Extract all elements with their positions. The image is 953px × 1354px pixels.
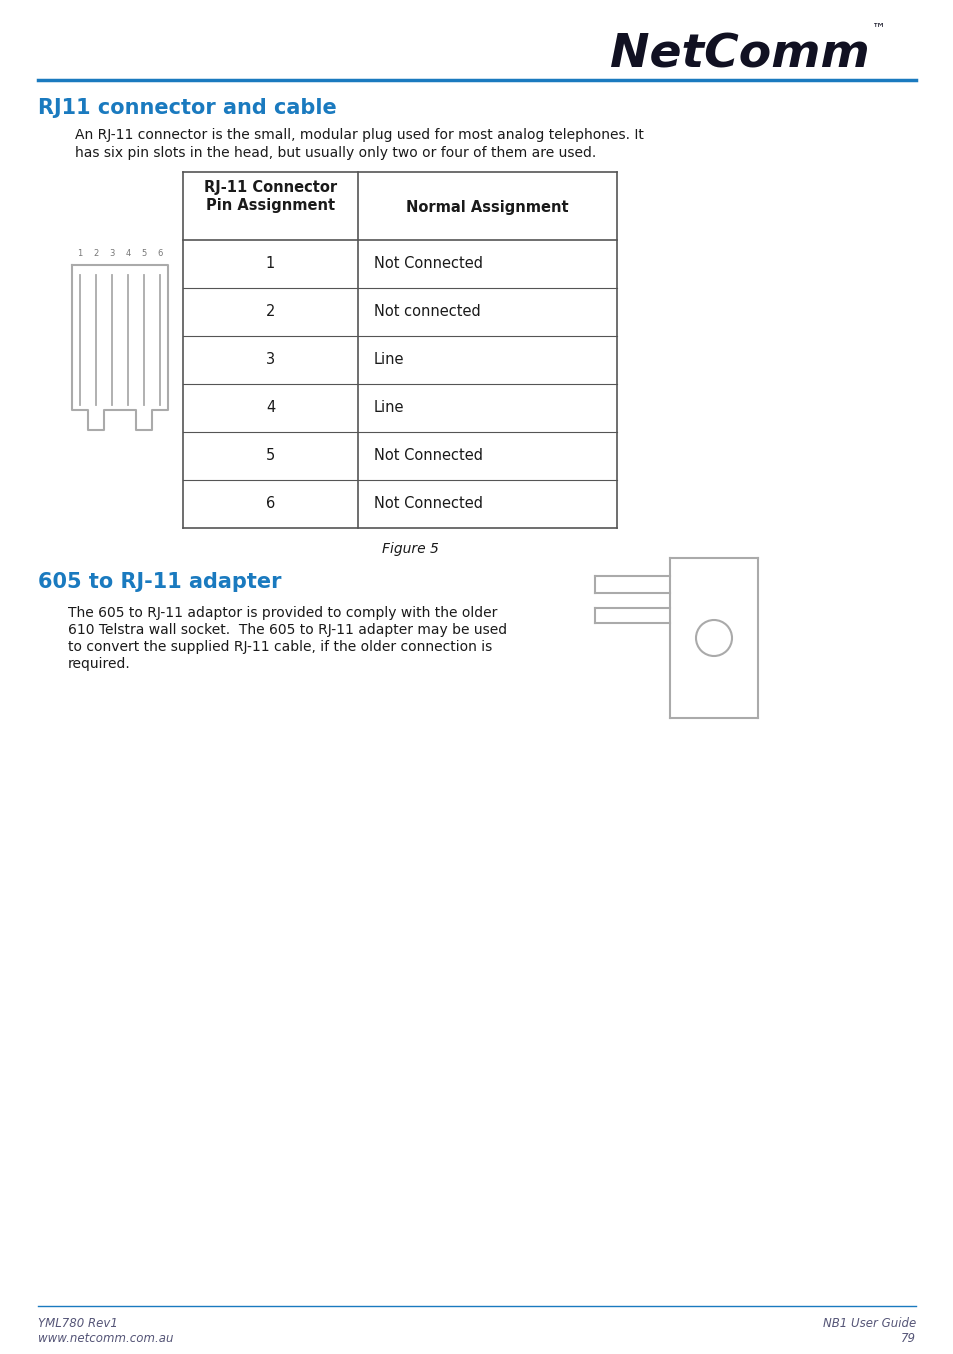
Text: 3: 3 (110, 249, 114, 259)
Text: An RJ-11 connector is the small, modular plug used for most analog telephones. I: An RJ-11 connector is the small, modular… (75, 129, 643, 142)
Text: 6: 6 (266, 497, 274, 512)
Text: Figure 5: Figure 5 (381, 542, 438, 556)
Text: 1: 1 (77, 249, 83, 259)
Text: Not Connected: Not Connected (374, 256, 482, 272)
Text: 2: 2 (266, 305, 274, 320)
Text: 605 to RJ-11 adapter: 605 to RJ-11 adapter (38, 571, 281, 592)
Text: 4: 4 (266, 401, 274, 416)
Text: 2: 2 (93, 249, 98, 259)
Text: 1: 1 (266, 256, 274, 272)
Text: Line: Line (374, 352, 404, 367)
Text: Not Connected: Not Connected (374, 448, 482, 463)
Text: YML780 Rev1: YML780 Rev1 (38, 1317, 118, 1330)
Text: NetComm: NetComm (610, 32, 869, 77)
Text: Normal Assignment: Normal Assignment (406, 200, 568, 215)
Text: required.: required. (68, 657, 131, 672)
Text: www.netcomm.com.au: www.netcomm.com.au (38, 1332, 173, 1345)
Text: RJ-11 Connector: RJ-11 Connector (204, 180, 336, 195)
Text: 6: 6 (157, 249, 163, 259)
Text: Line: Line (374, 401, 404, 416)
Text: Not connected: Not connected (374, 305, 480, 320)
Text: Pin Assignment: Pin Assignment (206, 198, 335, 213)
Text: 4: 4 (125, 249, 131, 259)
Text: to convert the supplied RJ-11 cable, if the older connection is: to convert the supplied RJ-11 cable, if … (68, 640, 492, 654)
Text: has six pin slots in the head, but usually only two or four of them are used.: has six pin slots in the head, but usual… (75, 146, 596, 160)
Text: The 605 to RJ-11 adaptor is provided to comply with the older: The 605 to RJ-11 adaptor is provided to … (68, 607, 497, 620)
Text: 79: 79 (900, 1332, 915, 1345)
Text: RJ11 connector and cable: RJ11 connector and cable (38, 97, 336, 118)
Text: 3: 3 (266, 352, 274, 367)
Text: 5: 5 (141, 249, 147, 259)
Text: ™: ™ (871, 22, 885, 35)
Text: 5: 5 (266, 448, 274, 463)
Text: NB1 User Guide: NB1 User Guide (821, 1317, 915, 1330)
Text: 610 Telstra wall socket.  The 605 to RJ-11 adapter may be used: 610 Telstra wall socket. The 605 to RJ-1… (68, 623, 507, 636)
Text: Not Connected: Not Connected (374, 497, 482, 512)
